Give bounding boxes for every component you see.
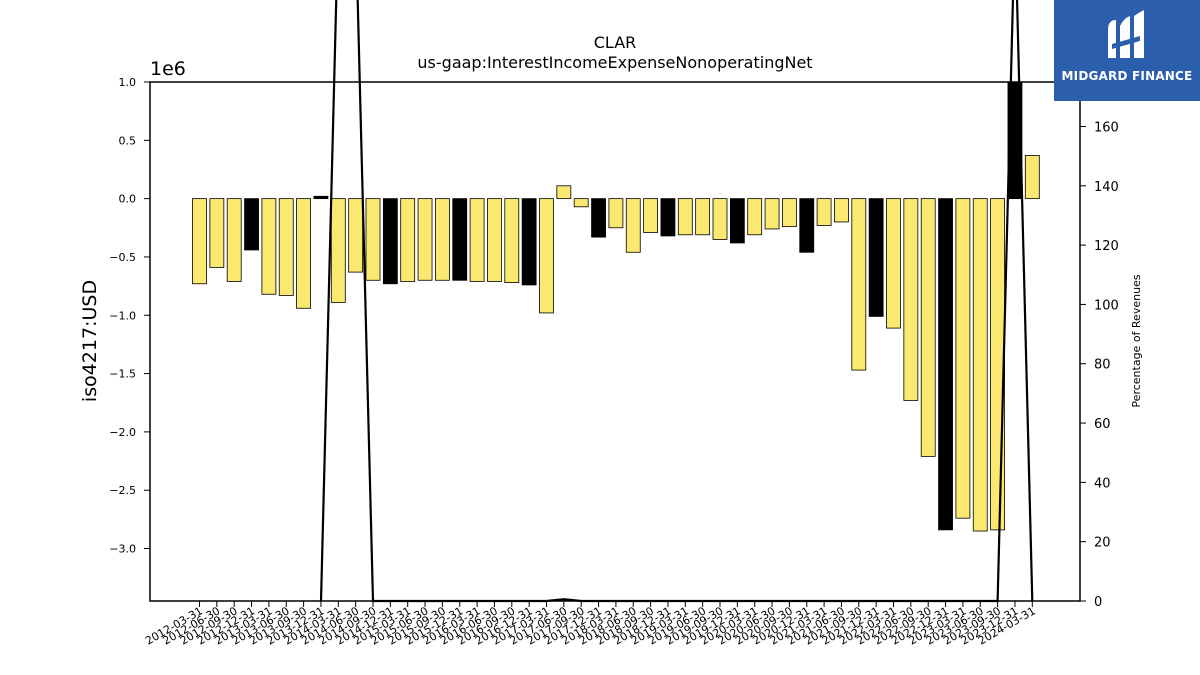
y-tick-label: −0.5: [109, 251, 136, 264]
bar: [903, 198, 919, 401]
bar: [990, 198, 1005, 531]
bar: [643, 198, 658, 233]
plot-frame: [149, 81, 1081, 602]
midgard-finance-logo: MIDGARD FINANCE: [1054, 0, 1200, 101]
bar: [677, 198, 693, 236]
y-tick-label: −3.0: [109, 543, 136, 556]
bar: [764, 198, 780, 230]
bar: [365, 198, 381, 281]
y2-tick-label: 20: [1094, 536, 1111, 551]
bar: [608, 198, 624, 229]
bar: [816, 198, 832, 226]
bar: [660, 198, 676, 237]
bar: [955, 198, 971, 519]
bar: [487, 198, 502, 282]
bar: [972, 198, 988, 532]
y-tick-label: 0.0: [119, 193, 137, 206]
bar: [747, 198, 763, 236]
y-tick-label: 1.0: [119, 76, 137, 89]
y-axis-label: iso4217:USD: [79, 280, 101, 402]
y2-tick-label: 0: [1094, 595, 1102, 610]
bar: [695, 198, 711, 236]
y-axis-ticks: 1.0 0.5 0.0 −0.5 −1.0 −1.5 −2.0 −2.5 −3.0: [109, 76, 150, 556]
bar: [886, 198, 901, 329]
y2-tick-label: 100: [1094, 298, 1119, 313]
y2-tick-label: 120: [1094, 239, 1119, 254]
y-tick-label: −2.5: [109, 484, 136, 497]
bar: [469, 198, 485, 282]
bar: [539, 198, 554, 314]
bar: [712, 198, 728, 240]
bar: [417, 198, 433, 281]
bar: [434, 198, 450, 281]
bar: [348, 198, 364, 273]
bar: [192, 198, 207, 285]
y2-axis-ticks: 0 20 40 60 80 100 120 140 160: [1080, 120, 1119, 610]
bar: [625, 198, 641, 253]
y-axis-scale-label: 1e6: [150, 58, 186, 80]
bar: [400, 198, 416, 282]
bar: [504, 198, 520, 284]
bar: [261, 198, 277, 295]
bar: [452, 198, 468, 281]
chart-subtitle: us-gaap:InterestIncomeExpenseNonoperatin…: [417, 53, 812, 72]
bar: [938, 198, 953, 531]
bar: [556, 185, 572, 200]
bar: [521, 198, 537, 286]
bar: [209, 198, 225, 268]
y-tick-label: −1.5: [109, 368, 136, 381]
bar: [226, 198, 242, 282]
bars: [192, 81, 1040, 532]
midgard-finance-logo-icon: [1108, 10, 1144, 58]
y2-tick-label: 160: [1094, 120, 1119, 135]
bar: [1024, 155, 1040, 200]
bar: [834, 198, 849, 223]
chart-title: CLAR: [594, 33, 637, 52]
y2-tick-label: 80: [1094, 358, 1111, 373]
y2-tick-label: 40: [1094, 476, 1111, 491]
y-tick-label: −2.0: [109, 426, 136, 439]
bar: [244, 198, 259, 251]
bar: [296, 198, 312, 309]
bar: [382, 198, 398, 285]
bar: [782, 198, 797, 228]
bar: [573, 198, 589, 208]
x-axis-ticks: 2012-03-312012-06-302012-09-302012-12-31…: [143, 601, 1038, 648]
y-tick-label: 0.5: [119, 134, 137, 147]
logo-text: MIDGARD FINANCE: [1061, 69, 1193, 83]
bar: [868, 198, 884, 317]
bar: [851, 198, 867, 371]
y2-axis-label: Percentage of Revenues: [1130, 274, 1143, 407]
bar: [313, 195, 329, 200]
bar: [591, 198, 606, 238]
y2-tick-label: 140: [1094, 180, 1119, 195]
y2-tick-label: 60: [1094, 417, 1111, 432]
bar: [278, 198, 294, 296]
bar: [920, 198, 936, 457]
y-tick-label: −1.0: [109, 309, 136, 322]
bar: [729, 198, 745, 244]
bar: [799, 198, 815, 253]
bar: [330, 198, 346, 303]
